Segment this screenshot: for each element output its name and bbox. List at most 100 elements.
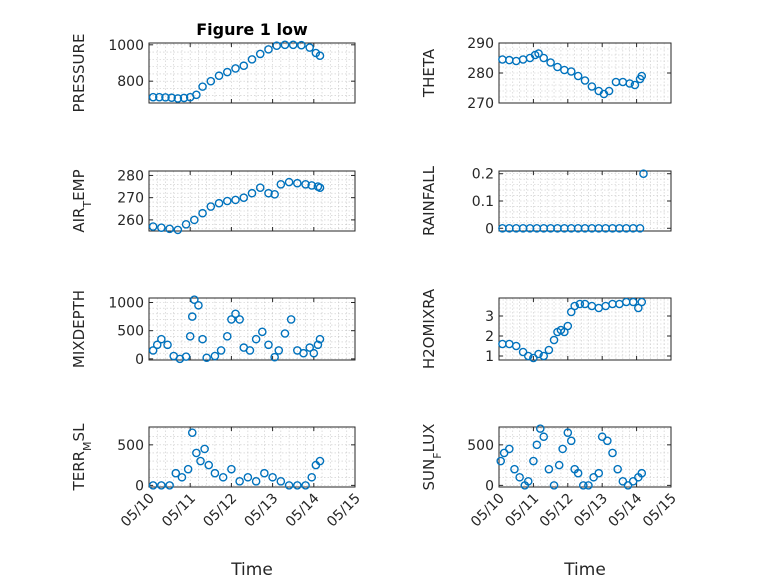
data-point [558, 444, 567, 454]
data-point [315, 334, 325, 344]
y-tick-label: 800 [117, 74, 144, 90]
data-point [270, 352, 279, 362]
x-axis-label: Time [563, 560, 606, 580]
data-point [313, 340, 323, 350]
data-point [194, 301, 203, 310]
data-point [587, 82, 597, 91]
data-point [165, 481, 174, 490]
data-point [239, 193, 249, 202]
data-point [148, 222, 158, 231]
data-point [604, 86, 614, 96]
data-point [227, 315, 236, 324]
data-point [210, 468, 220, 478]
y-tick-label: 1 [485, 349, 494, 365]
data-point [270, 190, 279, 199]
data-point [227, 464, 236, 474]
data-point [276, 180, 286, 189]
data-point [637, 71, 647, 81]
chart-title: Figure 1 low [196, 20, 308, 39]
data-point [630, 80, 640, 90]
data-point [196, 456, 205, 466]
subplot-p1: 800 1000 PRESSURE Figure 1 low [70, 20, 356, 112]
data-point [148, 92, 158, 102]
data-point [173, 225, 183, 235]
data-point [152, 340, 162, 350]
y-axis-label: SUNFLUX [420, 424, 444, 491]
data-point [274, 346, 284, 355]
data-point [597, 432, 607, 442]
x-tick-label: 05/11 [159, 491, 199, 531]
subplot-p5: 0 500 1000 MIXDEPTH [70, 290, 356, 368]
data-point [613, 464, 622, 474]
plot-area [498, 426, 672, 488]
data-point [584, 481, 593, 490]
data-point [247, 55, 257, 64]
data-point [305, 43, 314, 52]
y-tick-label: 0 [135, 352, 144, 368]
data-point [563, 428, 573, 437]
y-tick-label: 500 [117, 324, 144, 340]
data-point [529, 456, 538, 466]
x-tick-label: 05/13 [571, 491, 611, 531]
data-point [628, 297, 638, 307]
data-point [534, 349, 543, 359]
data-point [573, 468, 583, 478]
x-tick-label: 05/12 [200, 491, 240, 531]
data-point [637, 468, 647, 478]
data-point [185, 332, 195, 341]
x-tick-label: 05/10 [468, 491, 508, 531]
data-point [532, 440, 542, 450]
data-point [510, 464, 519, 474]
y-tick-label: 0.2 [472, 167, 494, 183]
data-point [293, 481, 302, 490]
data-point [603, 436, 612, 446]
y-tick-label: 0 [485, 478, 494, 494]
y-axis-label: THETA [420, 48, 438, 98]
y-axis-label: RAINFALL [420, 165, 438, 236]
data-point [554, 460, 564, 470]
plot-area [148, 297, 356, 361]
data-point [231, 64, 240, 73]
data-point [549, 481, 559, 490]
data-point [286, 315, 296, 324]
data-point [222, 67, 232, 77]
y-tick-label: 0 [135, 478, 144, 494]
subplot-p4: 0 0.1 0.2 RAINFALL [420, 165, 672, 237]
subplot-p3: 260 270 280 AIRTEMP [70, 168, 356, 235]
data-point [264, 340, 273, 350]
data-point [198, 334, 207, 344]
data-point [544, 345, 554, 355]
data-point [570, 301, 579, 311]
data-point [293, 178, 302, 188]
data-point [187, 312, 197, 321]
data-point [589, 472, 598, 482]
data-point [515, 472, 524, 482]
data-point [257, 327, 267, 337]
y-tick-label: 260 [117, 213, 144, 229]
x-tick-label: 05/14 [283, 490, 323, 530]
y-axis-label: TERRMSL [70, 423, 94, 492]
x-tick-label: 05/13 [242, 491, 282, 531]
data-point [594, 468, 604, 478]
data-point [235, 315, 244, 324]
data-point [553, 62, 562, 72]
data-point [251, 334, 261, 344]
data-point [284, 481, 294, 490]
data-point [315, 456, 325, 466]
data-point [154, 92, 164, 102]
data-point [618, 477, 628, 486]
data-point [200, 444, 209, 454]
data-point [163, 340, 172, 350]
data-point [255, 49, 265, 59]
data-point [539, 432, 549, 442]
data-point [198, 82, 207, 91]
axes-box [148, 42, 356, 104]
data-point [210, 351, 220, 361]
data-point [288, 40, 298, 50]
data-point [243, 472, 253, 482]
data-point [280, 40, 290, 50]
y-tick-label: 3 [485, 309, 494, 325]
data-point [499, 448, 509, 458]
y-tick-label: 270 [467, 96, 494, 112]
data-point [580, 76, 590, 85]
